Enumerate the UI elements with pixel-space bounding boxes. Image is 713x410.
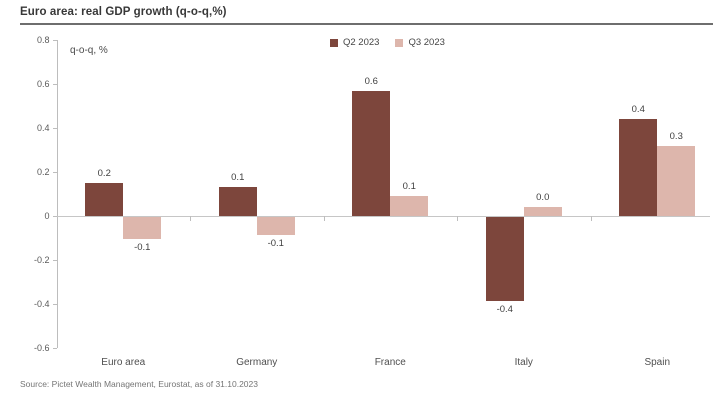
bar-value-label: 0.4 — [631, 104, 645, 116]
x-axis-tick — [457, 216, 458, 221]
bar-q2-2023-euro-area — [85, 183, 124, 216]
x-axis-category-label: Italy — [514, 357, 533, 368]
bar-q2-2023-italy — [485, 217, 524, 301]
source-note: Source: Pictet Wealth Management, Eurost… — [20, 379, 258, 389]
bar-value-label: -0.4 — [496, 303, 513, 315]
bar-value-label: 0.1 — [231, 172, 245, 184]
x-axis-tick — [590, 216, 592, 221]
y-axis-tick — [52, 128, 57, 129]
legend-swatch-q2-icon — [330, 38, 338, 47]
y-axis-tick — [52, 348, 57, 349]
bar-q3-2023-euro-area — [123, 217, 162, 239]
bar-q3-2023-italy — [523, 207, 562, 216]
axis-unit-note: q-o-q, % — [70, 45, 108, 56]
legend: Q2 2023 Q3 2023 — [330, 37, 445, 48]
bar-value-label: 0.6 — [364, 75, 378, 87]
legend-item-q3-2023: Q3 2023 — [395, 37, 445, 48]
y-axis-tick-label: 0.8 — [36, 35, 50, 45]
y-axis-tick — [52, 84, 57, 85]
bar-value-label: -0.1 — [134, 242, 151, 253]
y-axis-tick — [52, 40, 57, 41]
x-axis-category-label: Euro area — [101, 357, 146, 368]
y-axis-tick-label: -0.4 — [33, 299, 50, 309]
y-axis-tick-label: 0.4 — [36, 123, 50, 133]
y-axis-tick — [52, 260, 57, 261]
y-axis-line — [56, 40, 58, 348]
x-axis-tick — [323, 216, 325, 221]
y-axis-tick — [52, 172, 57, 173]
chart-title: Euro area: real GDP growth (q-o-q,%) — [20, 6, 227, 18]
y-axis-tick-label: 0.2 — [36, 167, 50, 177]
legend-swatch-q3-icon — [395, 38, 404, 47]
bar-value-label: 0.3 — [669, 130, 683, 142]
bar-q3-2023-germany — [256, 217, 295, 235]
zero-baseline — [56, 216, 710, 217]
bar-q2-2023-france — [352, 90, 391, 216]
bar-q2-2023-spain — [619, 119, 658, 216]
x-axis-category-label: Germany — [236, 357, 278, 368]
title-divider — [20, 23, 713, 25]
bar-value-label: 0.1 — [402, 181, 416, 193]
y-axis-tick-label: 0.6 — [36, 79, 50, 89]
legend-item-q2-2023: Q2 2023 — [330, 37, 379, 48]
y-axis-tick-label: -0.6 — [33, 343, 50, 353]
legend-label-q2: Q2 2023 — [343, 37, 380, 48]
bar-value-label: 0.0 — [536, 192, 550, 204]
y-axis-tick — [52, 216, 57, 217]
y-axis-tick — [52, 304, 57, 305]
bar-q2-2023-germany — [218, 187, 257, 216]
y-axis-tick-label: 0 — [44, 211, 50, 221]
y-axis-tick-label: -0.2 — [33, 255, 50, 265]
x-axis-category-label: Spain — [644, 357, 671, 368]
bar-value-label: -0.1 — [267, 237, 284, 249]
x-axis-tick — [190, 216, 191, 221]
legend-label-q3: Q3 2023 — [408, 37, 445, 48]
bar-q3-2023-france — [390, 196, 429, 216]
bar-q3-2023-spain — [657, 145, 696, 216]
x-axis-category-label: France — [374, 357, 406, 368]
bar-value-label: 0.2 — [97, 168, 111, 179]
